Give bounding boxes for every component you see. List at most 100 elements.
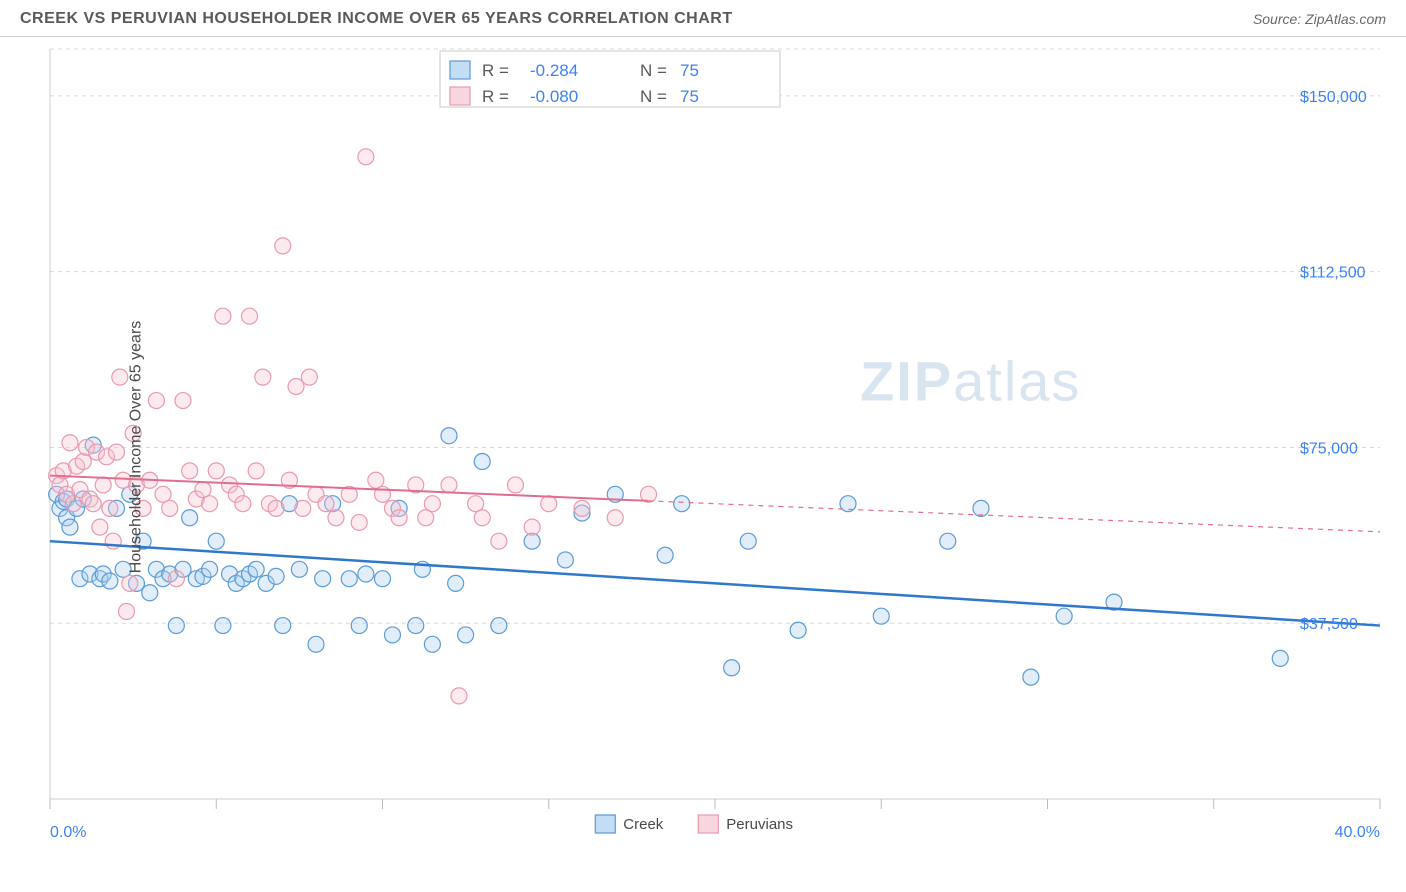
data-point <box>122 575 138 591</box>
data-point <box>148 393 164 409</box>
data-point <box>248 463 264 479</box>
data-point <box>168 618 184 634</box>
data-point <box>175 393 191 409</box>
trend-line-extrapolated <box>649 501 1381 532</box>
data-point <box>441 428 457 444</box>
data-point <box>351 514 367 530</box>
data-point <box>607 510 623 526</box>
data-point <box>295 500 311 516</box>
data-point <box>235 496 251 512</box>
data-point <box>92 519 108 535</box>
data-point <box>451 688 467 704</box>
data-point <box>268 568 284 584</box>
data-point <box>182 463 198 479</box>
data-point <box>328 510 344 526</box>
data-point <box>408 618 424 634</box>
chart-source: Source: ZipAtlas.com <box>1253 11 1386 27</box>
data-point <box>242 308 258 324</box>
data-point <box>308 636 324 652</box>
chart-header: CREEK VS PERUVIAN HOUSEHOLDER INCOME OVE… <box>0 0 1406 37</box>
legend-series-label: Peruvians <box>726 816 793 833</box>
y-tick-label: $37,500 <box>1300 616 1358 633</box>
chart-title: CREEK VS PERUVIAN HOUSEHOLDER INCOME OVE… <box>20 10 733 28</box>
data-point <box>215 308 231 324</box>
legend-r-label: R = <box>482 87 509 106</box>
data-point <box>318 496 334 512</box>
data-point <box>424 636 440 652</box>
data-point <box>202 496 218 512</box>
y-tick-label: $112,500 <box>1300 265 1366 282</box>
legend-series-label: Creek <box>623 816 664 833</box>
legend-n-value: 75 <box>680 61 699 80</box>
scatter-chart: ZIPatlas $37,500 $75,000 $112,500 $150,000 0.… <box>0 37 1406 857</box>
data-point <box>790 622 806 638</box>
data-point <box>102 500 118 516</box>
y-axis-label: Householder Income Over 65 years <box>127 321 145 574</box>
x-tick-label: 40.0% <box>1335 824 1380 841</box>
data-point <box>248 561 264 577</box>
data-point <box>474 510 490 526</box>
data-point <box>541 496 557 512</box>
data-point <box>384 627 400 643</box>
data-point <box>724 660 740 676</box>
x-tick-label: 0.0% <box>50 824 86 841</box>
data-point <box>491 618 507 634</box>
legend-n-label: N = <box>640 61 667 80</box>
data-point <box>458 627 474 643</box>
data-point <box>358 566 374 582</box>
legend-r-label: R = <box>482 61 509 80</box>
data-point <box>448 575 464 591</box>
legend-swatch <box>595 815 615 833</box>
data-point <box>873 608 889 624</box>
data-point <box>168 571 184 587</box>
data-point <box>291 561 307 577</box>
y-tick-label: $75,000 <box>1300 440 1358 457</box>
chart-area: Householder Income Over 65 years ZIPatla… <box>0 37 1406 857</box>
data-point <box>275 618 291 634</box>
data-point <box>62 519 78 535</box>
legend-swatch <box>450 87 470 105</box>
data-point <box>215 618 231 634</box>
data-point <box>341 571 357 587</box>
data-point <box>162 500 178 516</box>
data-point <box>315 571 331 587</box>
data-point <box>674 496 690 512</box>
data-point <box>508 477 524 493</box>
series-legend: Creek Peruvians <box>595 815 793 833</box>
data-point <box>474 454 490 470</box>
watermark: ZIPatlas <box>860 350 1081 413</box>
data-point <box>275 238 291 254</box>
legend-n-value: 75 <box>680 87 699 106</box>
data-point <box>109 444 125 460</box>
legend-n-label: N = <box>640 87 667 106</box>
legend-swatch <box>450 61 470 79</box>
data-point <box>268 500 284 516</box>
data-point <box>574 500 590 516</box>
data-point <box>557 552 573 568</box>
legend-r-value: -0.080 <box>530 87 578 106</box>
data-point <box>85 496 101 512</box>
y-tick-label: $150,000 <box>1300 89 1367 106</box>
data-point <box>524 519 540 535</box>
data-point <box>940 533 956 549</box>
data-point <box>95 477 111 493</box>
data-point <box>62 435 78 451</box>
data-point <box>358 149 374 165</box>
data-point <box>1023 669 1039 685</box>
data-point <box>208 463 224 479</box>
data-point <box>118 604 134 620</box>
data-point <box>657 547 673 563</box>
legend-swatch <box>698 815 718 833</box>
data-point <box>441 477 457 493</box>
data-point <box>351 618 367 634</box>
data-point <box>391 510 407 526</box>
data-point <box>424 496 440 512</box>
data-point <box>112 369 128 385</box>
data-point <box>740 533 756 549</box>
data-point <box>1056 608 1072 624</box>
data-point <box>202 561 218 577</box>
data-point <box>142 585 158 601</box>
data-point <box>208 533 224 549</box>
data-point <box>491 533 507 549</box>
data-point <box>1272 650 1288 666</box>
